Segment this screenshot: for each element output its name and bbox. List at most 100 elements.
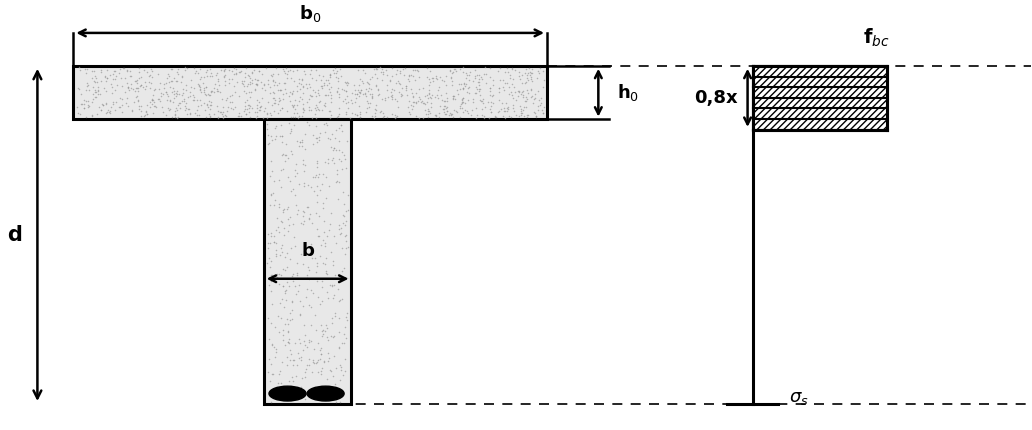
Point xyxy=(280,174,296,181)
Point xyxy=(253,95,269,101)
Point xyxy=(282,256,298,263)
Point xyxy=(238,111,255,117)
Point xyxy=(322,221,338,228)
Point xyxy=(340,191,356,198)
Point xyxy=(337,218,354,224)
Point xyxy=(318,174,334,181)
Point xyxy=(293,81,310,88)
Point xyxy=(76,97,93,104)
Point xyxy=(150,71,166,77)
Point xyxy=(350,66,366,73)
Point xyxy=(315,204,331,211)
Point xyxy=(215,113,231,120)
Point xyxy=(188,97,204,104)
Point xyxy=(507,67,523,74)
Point xyxy=(111,94,128,101)
Point xyxy=(315,331,331,338)
Point xyxy=(128,78,144,85)
Point xyxy=(278,267,294,274)
Point xyxy=(162,106,179,113)
Point xyxy=(365,65,382,72)
Point xyxy=(263,271,280,278)
Point xyxy=(189,111,205,118)
Point xyxy=(169,107,186,114)
Point xyxy=(264,136,281,143)
Point xyxy=(523,76,540,83)
Point xyxy=(180,93,196,100)
Point xyxy=(331,221,348,228)
Point xyxy=(273,314,290,321)
Point xyxy=(132,103,149,110)
Point xyxy=(98,110,115,117)
Point xyxy=(221,67,237,74)
Point xyxy=(259,110,276,117)
Point xyxy=(71,86,88,93)
Point xyxy=(324,334,341,341)
Point xyxy=(222,98,238,105)
Point xyxy=(472,96,488,103)
Point xyxy=(483,103,499,110)
Point xyxy=(384,92,400,98)
Point xyxy=(368,82,385,89)
Point xyxy=(459,109,476,116)
Point xyxy=(469,86,485,93)
Point xyxy=(513,109,529,116)
Point xyxy=(448,108,464,114)
Point xyxy=(362,91,379,98)
Point xyxy=(520,112,537,119)
Point xyxy=(490,107,507,114)
Point xyxy=(238,64,255,71)
Point xyxy=(276,206,292,212)
Point xyxy=(73,91,90,98)
Point xyxy=(192,76,208,83)
Point xyxy=(437,110,453,117)
Point xyxy=(168,68,185,75)
Point xyxy=(300,215,317,222)
Point xyxy=(267,354,284,361)
Point xyxy=(421,87,438,94)
Point xyxy=(94,102,110,109)
Point xyxy=(295,84,312,91)
Point xyxy=(310,394,326,401)
Point xyxy=(269,270,286,277)
Point xyxy=(315,80,331,87)
Point xyxy=(87,94,103,101)
Point xyxy=(439,95,455,101)
Point xyxy=(300,121,317,128)
Point xyxy=(344,109,360,116)
Point xyxy=(87,78,103,85)
Point xyxy=(237,70,254,77)
Point xyxy=(236,106,253,113)
Point xyxy=(374,95,390,102)
Point xyxy=(459,85,476,92)
Point xyxy=(491,89,508,95)
Point xyxy=(117,74,133,81)
Point xyxy=(340,81,356,88)
Point xyxy=(103,83,120,90)
Point xyxy=(423,74,440,81)
Point xyxy=(260,335,277,342)
Point xyxy=(331,111,348,118)
Point xyxy=(303,74,320,81)
Point xyxy=(186,85,202,92)
Point xyxy=(319,160,335,167)
Point xyxy=(263,111,280,118)
Point xyxy=(373,108,389,115)
Point xyxy=(362,75,379,82)
Point xyxy=(476,71,492,77)
Point xyxy=(104,98,121,105)
Point xyxy=(344,89,360,96)
Circle shape xyxy=(308,386,344,401)
Point xyxy=(422,94,439,101)
Point xyxy=(439,104,455,111)
Point xyxy=(155,108,171,115)
Point xyxy=(183,77,199,83)
Point xyxy=(294,260,311,267)
Point xyxy=(303,183,320,190)
Point xyxy=(258,115,275,122)
Point xyxy=(442,67,458,74)
Point xyxy=(349,90,365,97)
Point xyxy=(294,143,311,150)
Point xyxy=(489,109,506,116)
Point xyxy=(283,113,299,120)
